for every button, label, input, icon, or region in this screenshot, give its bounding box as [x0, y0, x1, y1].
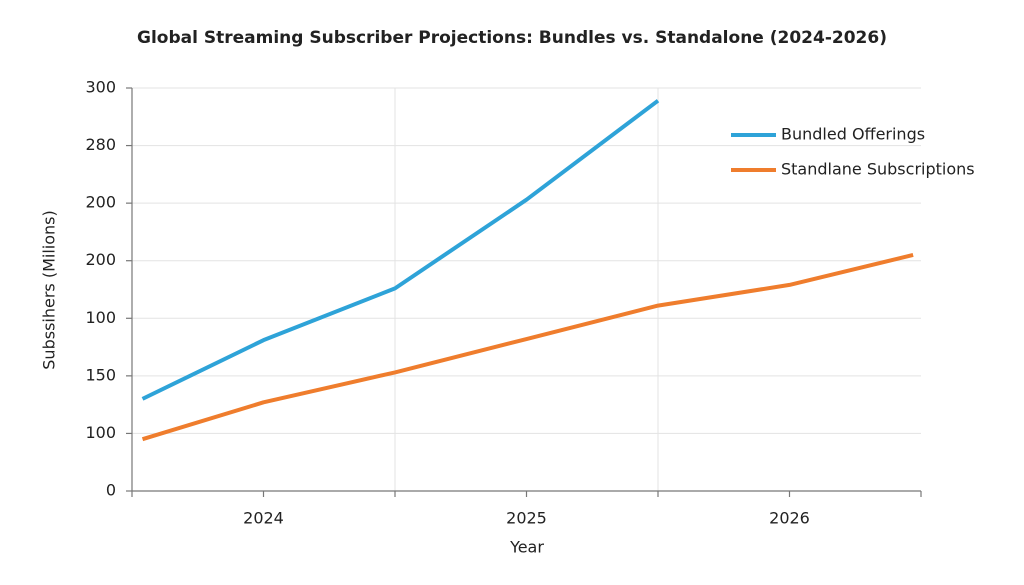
y-tick-label: 150 — [85, 365, 116, 384]
y-axis-label: Subssihers (Milions) — [40, 210, 59, 369]
x-tick-label: 2024 — [243, 509, 284, 528]
legend-label: Standlane Subscriptions — [781, 160, 975, 179]
x-tick-label: 2025 — [506, 509, 547, 528]
line-series — [141, 99, 660, 401]
y-tick-label: 280 — [85, 135, 116, 154]
x-axis-label: Year — [509, 538, 544, 557]
y-tick-label: 100 — [85, 423, 116, 442]
y-tick-label: 100 — [85, 308, 116, 327]
chart-title: Global Streaming Subscriber Projections:… — [137, 28, 887, 48]
y-tick-label: 200 — [85, 250, 116, 269]
legend-label: Bundled Offerings — [781, 125, 925, 144]
line-series — [141, 253, 914, 442]
y-tick-label: 300 — [85, 78, 116, 97]
y-tick-label: 200 — [85, 193, 116, 212]
y-tick-label: 0 — [106, 481, 116, 500]
x-tick-label: 2026 — [769, 509, 810, 528]
